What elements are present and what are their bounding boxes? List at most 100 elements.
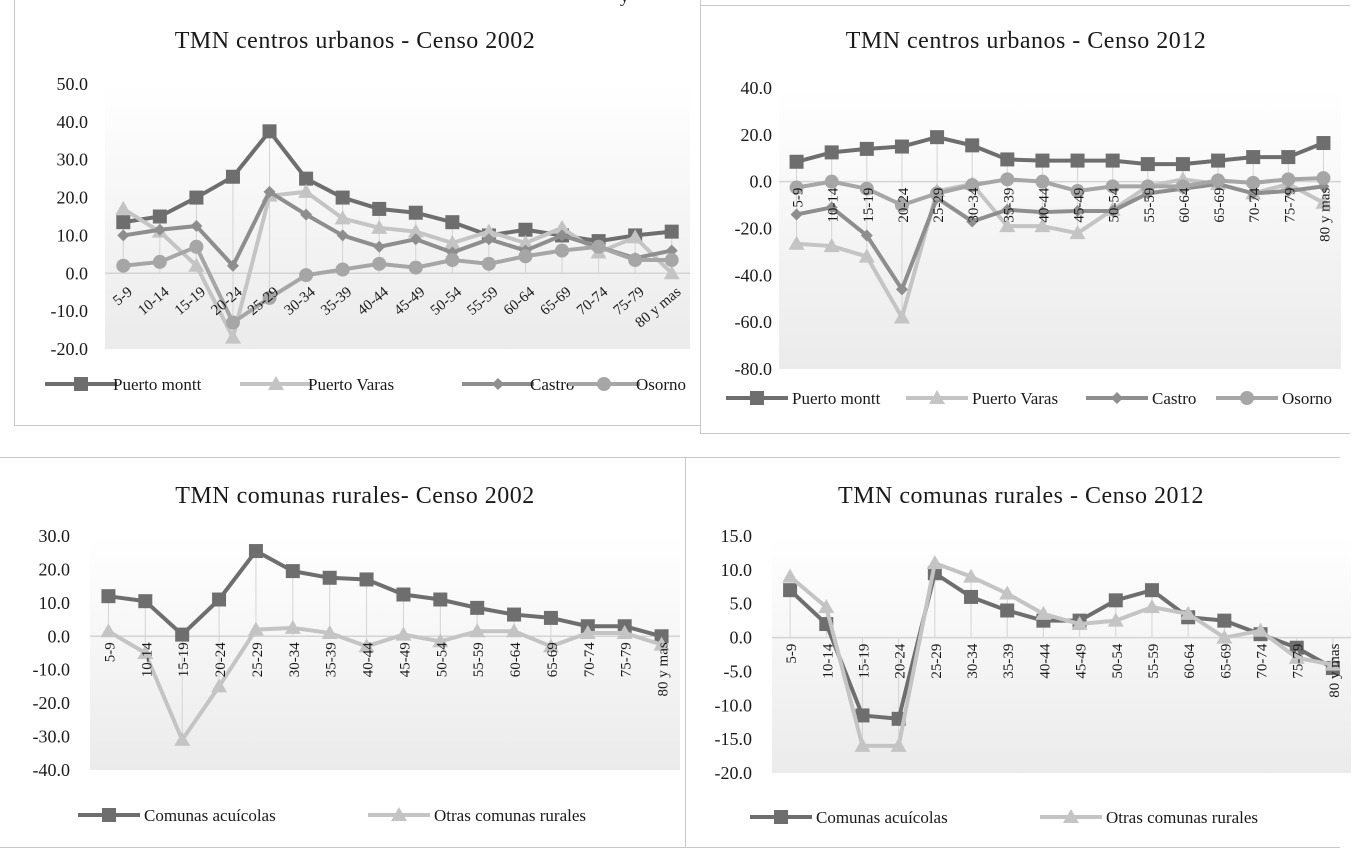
data-point	[506, 623, 523, 638]
series-line	[108, 549, 663, 639]
data-point	[1035, 174, 1050, 189]
data-point	[1070, 153, 1085, 168]
data-point	[432, 633, 449, 648]
legend-label: Comunas acuícolas	[144, 806, 276, 825]
data-point	[1316, 136, 1331, 151]
data-point	[1000, 152, 1015, 167]
x-tick-label: 10-14	[139, 642, 155, 677]
data-point	[858, 248, 875, 263]
y-tick-label: 10.0	[721, 560, 753, 580]
y-tick-label: 0.0	[730, 628, 753, 648]
y-tick-label: -20.0	[735, 219, 773, 239]
legend-label: Puerto Varas	[308, 375, 394, 394]
data-point	[153, 223, 166, 236]
x-tick-label: 15-19	[861, 188, 877, 223]
y-tick-label: -20.0	[33, 693, 71, 713]
data-point	[930, 186, 945, 201]
x-tick-label: 20-24	[896, 187, 912, 222]
data-point	[895, 283, 908, 296]
frame-bottom-bottom	[0, 847, 1340, 848]
x-tick-label: 20-24	[893, 643, 909, 678]
data-point	[481, 256, 496, 271]
data-point	[1143, 599, 1160, 614]
y-tick-label: 15.0	[721, 526, 753, 546]
data-point	[543, 610, 558, 625]
x-tick-label: 60-64	[508, 642, 524, 677]
x-tick-label: 10-14	[820, 643, 836, 678]
data-point	[789, 180, 804, 195]
data-point	[300, 208, 313, 221]
data-point	[358, 638, 375, 653]
data-point	[1108, 593, 1123, 608]
data-point	[894, 198, 909, 213]
frame-top-left-left	[14, 0, 15, 426]
data-point	[299, 171, 314, 186]
data-point	[284, 619, 301, 634]
data-point	[373, 240, 386, 253]
y-tick-label: -5.0	[724, 661, 753, 681]
data-point	[138, 594, 153, 609]
data-point	[335, 190, 350, 205]
data-point	[1211, 173, 1226, 188]
data-point	[469, 623, 486, 638]
x-tick-label: 55-59	[1142, 188, 1158, 223]
data-point	[542, 638, 559, 653]
legend-label: Castro	[1152, 389, 1196, 408]
data-point	[664, 253, 679, 268]
data-point	[444, 235, 461, 249]
x-tick-label: 55-59	[471, 642, 487, 677]
data-point	[783, 583, 798, 598]
data-point	[335, 262, 350, 277]
data-point	[966, 215, 979, 228]
x-tick-label: 5-9	[102, 642, 118, 662]
data-point	[408, 205, 423, 220]
data-point	[224, 329, 241, 344]
y-tick-label: -40.0	[735, 265, 773, 285]
data-point	[189, 190, 204, 205]
y-tick-label: -20.0	[51, 339, 89, 359]
x-tick-label: 45-49	[1072, 188, 1088, 223]
y-tick-label: 40.0	[741, 78, 773, 98]
data-point	[1035, 605, 1052, 620]
data-point	[1144, 583, 1159, 598]
data-point	[855, 708, 870, 723]
x-tick-label: 30-34	[287, 642, 303, 677]
series-line	[796, 135, 1325, 167]
x-tick-label: 65-69	[1212, 188, 1228, 223]
series-line	[796, 176, 1324, 208]
legend-label: Castro	[530, 375, 574, 394]
legend-label: Otras comunas rurales	[434, 806, 586, 825]
x-tick-label: 80 y mas	[1327, 643, 1343, 697]
data-point	[1106, 204, 1119, 217]
y-tick-label: 10.0	[39, 593, 71, 613]
x-tick-label: 70-74	[582, 642, 598, 677]
data-point	[894, 139, 909, 154]
data-point	[1105, 179, 1120, 194]
data-point	[396, 587, 411, 602]
data-point	[115, 200, 132, 215]
data-point	[137, 645, 154, 659]
legend-marker	[391, 807, 407, 821]
chart-urban-2012: TMN centros urbanos - Censo 2012 40.0 20.0…	[701, 0, 1361, 433]
chart-title: TMN centros urbanos - Censo 2002	[175, 28, 536, 54]
data-point	[1036, 206, 1049, 219]
y-tick-label: -10.0	[33, 660, 71, 680]
data-point	[285, 564, 300, 579]
data-point	[1140, 157, 1155, 172]
x-tick-label: 45-49	[1074, 644, 1090, 679]
chart-title: TMN comunas rurales- Censo 2002	[175, 483, 534, 509]
x-tick-label: 30-34	[965, 643, 981, 678]
data-point	[1216, 629, 1233, 644]
y-tick-label: 0.0	[66, 263, 89, 283]
chart-urban-2002: TMN centros urbanos - Censo 2002 50.0 40.0…	[0, 0, 700, 426]
data-point	[556, 229, 569, 242]
data-point	[1000, 603, 1015, 618]
data-point	[1289, 640, 1304, 655]
data-point	[824, 145, 839, 160]
data-point	[893, 309, 910, 324]
data-point	[782, 568, 799, 583]
data-point	[359, 572, 374, 587]
data-point	[408, 260, 423, 275]
data-point	[175, 627, 190, 642]
data-point	[930, 130, 945, 145]
